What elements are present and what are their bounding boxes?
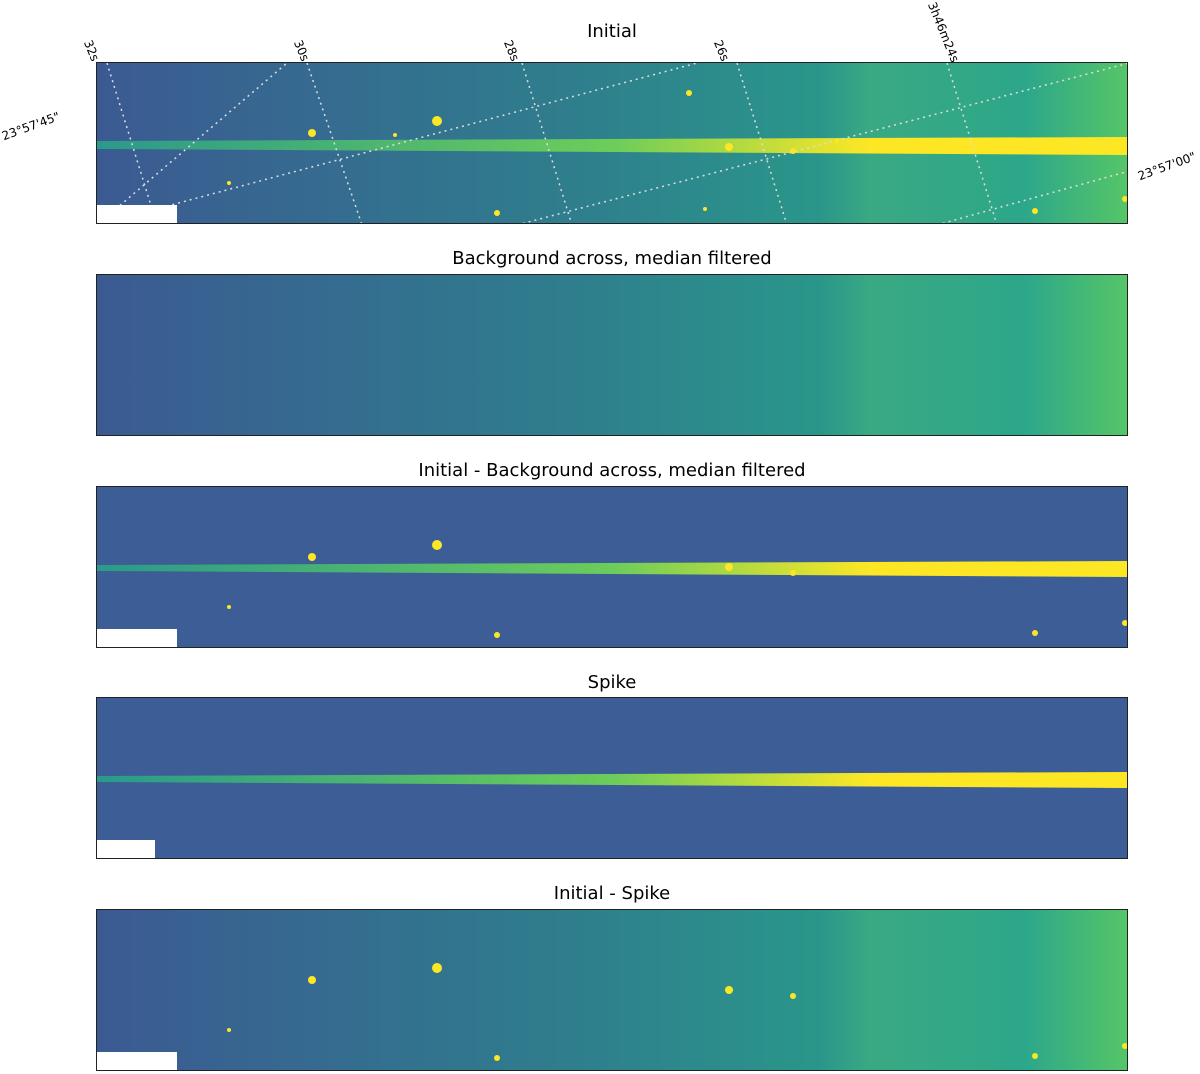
image-panel-initial (96, 62, 1128, 224)
stars (227, 540, 1127, 638)
panel-title-initial-minus-spike: Initial - Spike (553, 883, 671, 904)
coordinate-grid (98, 63, 1127, 223)
diffraction-spike (97, 137, 1127, 155)
panel-title-initial-minus-background: Initial - Background across, median filt… (418, 460, 806, 481)
diffraction-spike (97, 772, 1127, 788)
image-panel-background (96, 274, 1128, 436)
mask-box (97, 1052, 177, 1070)
image-initial-minus-background (97, 487, 1127, 647)
image-spike (97, 698, 1127, 858)
stars (227, 90, 1127, 216)
image-background (97, 275, 1127, 435)
mask-box (97, 840, 155, 858)
panel-title-spike: Spike (587, 672, 637, 693)
mask-box (97, 629, 177, 647)
image-panel-spike (96, 697, 1128, 859)
image-initial (97, 63, 1127, 223)
image-panel-initial-minus-spike (96, 909, 1128, 1071)
dec-tick-label: 23°57'45" (0, 109, 62, 144)
stars (227, 963, 1127, 1061)
panel-title-initial: Initial (587, 21, 637, 42)
mask-box (97, 205, 177, 223)
image-initial-minus-spike (97, 910, 1127, 1070)
image-panel-initial-minus-background (96, 486, 1128, 648)
dec-tick-label: 23°57'00" (1136, 149, 1198, 184)
diffraction-spike (97, 561, 1127, 577)
panel-title-background: Background across, median filtered (452, 248, 772, 269)
